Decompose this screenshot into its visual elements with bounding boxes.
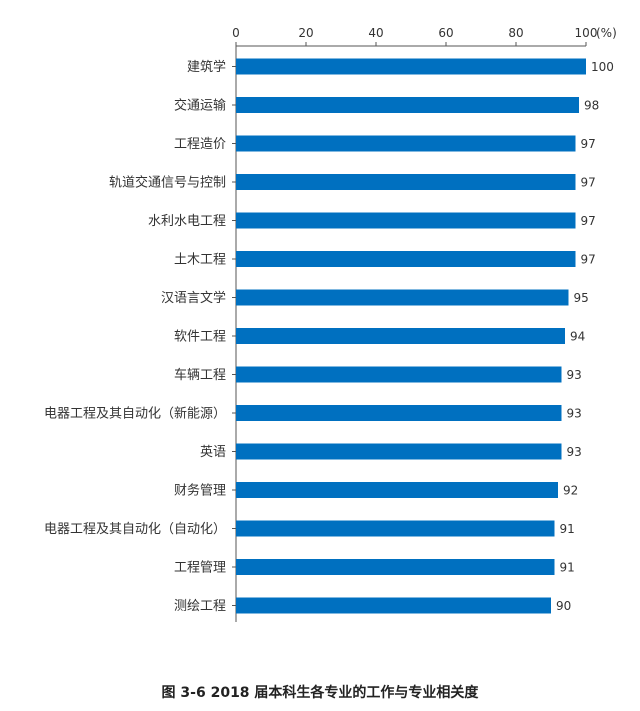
bar <box>236 97 579 113</box>
x-tick-label: 20 <box>298 26 313 40</box>
value-label: 93 <box>567 445 582 459</box>
bar <box>236 289 569 306</box>
axis-layer: 0 20 40 60 80 100(%) <box>232 26 617 622</box>
bar <box>236 174 576 190</box>
value-label: 97 <box>581 253 596 267</box>
category-label: 轨道交通信号与控制 <box>109 175 226 191</box>
chart-caption: 图 3-6 2018 届本科生各专业的工作与专业相关度 <box>161 685 479 701</box>
bar <box>236 520 555 537</box>
value-label: 91 <box>560 561 575 575</box>
x-axis-unit: (%) <box>596 26 617 40</box>
value-label: 95 <box>574 291 589 305</box>
category-label: 土木工程 <box>174 253 226 268</box>
x-tick-label: 40 <box>368 26 383 40</box>
category-label: 软件工程 <box>174 330 226 345</box>
category-label: 英语 <box>200 445 226 460</box>
bar <box>236 212 576 229</box>
category-label: 财务管理 <box>174 483 226 499</box>
category-label: 水利水电工程 <box>148 214 226 229</box>
bar <box>236 597 551 614</box>
value-label: 98 <box>584 99 599 113</box>
x-tick-label: 60 <box>438 26 453 40</box>
bar <box>236 135 576 152</box>
category-label: 汉语言文学 <box>161 290 226 306</box>
category-label: 车辆工程 <box>174 367 226 383</box>
bar <box>236 328 565 344</box>
bar <box>236 482 558 498</box>
bar <box>236 58 586 75</box>
x-tick-label: 80 <box>508 26 523 40</box>
x-tick-label: 0 <box>232 26 240 40</box>
value-label: 93 <box>567 407 582 421</box>
category-label: 电器工程及其自动化（自动化） <box>44 522 226 537</box>
bar <box>236 366 562 383</box>
value-label: 100 <box>591 60 614 74</box>
category-label: 工程造价 <box>174 137 226 152</box>
value-label: 91 <box>560 522 575 536</box>
category-label: 建筑学 <box>187 59 226 75</box>
category-label: 工程管理 <box>174 561 226 576</box>
value-label: 93 <box>567 368 582 382</box>
category-label: 交通运输 <box>174 98 226 114</box>
bars-layer: 建筑学 100 交通运输 98 工程造价 97 轨道交通信号与控制 97 水利水电工程 97 土木工… <box>44 58 614 614</box>
value-label: 97 <box>581 214 596 228</box>
bar <box>236 405 562 421</box>
category-label: 电器工程及其自动化（新能源） <box>44 406 226 422</box>
x-tick-label: 100 <box>575 26 598 40</box>
value-label: 90 <box>556 599 571 613</box>
bar <box>236 251 576 267</box>
value-label: 97 <box>581 176 596 190</box>
value-label: 94 <box>570 330 585 344</box>
value-label: 97 <box>581 137 596 151</box>
category-label: 测绘工程 <box>174 599 226 614</box>
value-label: 92 <box>563 484 578 498</box>
bar <box>236 559 555 575</box>
bar <box>236 443 562 460</box>
